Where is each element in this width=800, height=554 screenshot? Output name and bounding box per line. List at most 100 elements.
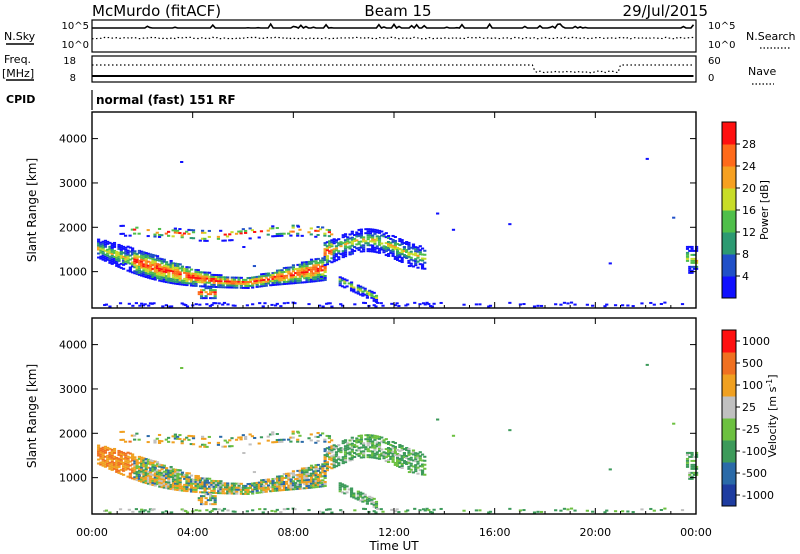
scatter-cell: [488, 510, 493, 513]
scatter-cell: [350, 444, 354, 447]
scatter-cell: [314, 470, 318, 473]
scatter-cell: [309, 472, 314, 475]
scatter-cell: [382, 247, 386, 250]
scatter-cell: [226, 490, 230, 493]
noise-frame: [91, 19, 697, 53]
scatter-cell: [307, 482, 311, 485]
scatter-cell: [201, 271, 205, 274]
scatter-cell: [307, 486, 311, 489]
scatter-cell: [103, 257, 108, 260]
scatter-cell: [257, 442, 261, 445]
scatter-cell: [327, 441, 332, 444]
scatter-cell: [409, 458, 413, 461]
scatter-cell: [158, 279, 162, 282]
scatter-cell: [359, 450, 363, 453]
scatter-cell: [214, 280, 219, 283]
scatter-cell: [692, 267, 696, 270]
scatter-cell: [364, 228, 368, 231]
scatter-cell: [366, 444, 370, 447]
scatter-cell: [314, 266, 318, 269]
scatter-cell: [346, 236, 350, 239]
scatter-cell: [349, 493, 354, 496]
scatter-cell: [271, 486, 275, 489]
scatter-cell: [167, 471, 171, 474]
scatter-cell: [287, 272, 291, 275]
scatter-cell: [142, 471, 146, 474]
scatter-cell: [418, 451, 422, 454]
scatter-cell: [337, 462, 341, 465]
scatter-cell: [208, 483, 212, 486]
scatter-cell: [182, 509, 186, 512]
scatter-cell: [160, 484, 164, 487]
scatter-cell: [338, 486, 342, 489]
scatter-cell: [364, 438, 368, 441]
scatter-cell: [144, 460, 148, 463]
scatter-cell: [398, 466, 402, 468]
scatter-cell: [212, 491, 216, 494]
scatter-cell: [143, 303, 147, 306]
scatter-cell: [359, 234, 363, 237]
scatter-cell: [142, 459, 146, 462]
scatter-cell: [210, 285, 214, 288]
scatter-cell: [185, 472, 189, 475]
scatter-cell: [187, 278, 191, 281]
scatter-cell: [345, 285, 349, 288]
scatter-cell: [680, 509, 685, 512]
scatter-cell: [339, 253, 343, 256]
scatter-cell: [396, 462, 400, 465]
scatter-cell: [150, 302, 154, 305]
scatter-cell: [398, 450, 402, 453]
freq-panel: Freq. [MHz] 18 8 60 0 Nave: [2, 53, 776, 85]
scatter-cell: [217, 484, 221, 487]
scatter-cell: [420, 259, 425, 262]
scatter-cell: [266, 233, 270, 236]
scatter-cell: [278, 487, 282, 490]
scatter-cell: [361, 492, 365, 495]
scatter-cell: [117, 257, 121, 260]
scatter-cell: [566, 508, 570, 511]
scatter-cell: [178, 473, 182, 476]
scatter-cell: [303, 281, 307, 284]
colorbar-cell: [722, 396, 736, 419]
scatter-cell: [349, 489, 354, 492]
scatter-cell: [101, 456, 105, 459]
scatter-cell: [149, 271, 153, 274]
scatter-cell: [119, 254, 123, 257]
scatter-cell: [192, 478, 196, 481]
scatter-cell: [255, 485, 259, 488]
scatter-cell: [380, 454, 384, 457]
scatter-cell: [337, 238, 341, 241]
scatter-cell: [153, 254, 157, 257]
scatter-cell: [228, 492, 232, 495]
scatter-cell: [157, 439, 162, 442]
scatter-cell: [117, 245, 121, 248]
scatter-cell: [153, 464, 157, 467]
scatter-cell: [191, 437, 196, 440]
scatter-cell: [97, 462, 101, 465]
scatter-cell: [106, 250, 110, 253]
scatter-cell: [210, 481, 214, 484]
scatter-cell: [418, 249, 422, 252]
scatter-cell: [361, 500, 365, 503]
scatter-cell: [332, 444, 336, 447]
scatter-cell: [690, 249, 694, 252]
scatter-cell: [350, 240, 354, 243]
scatter-cell: [180, 302, 184, 305]
scatter-cell: [303, 267, 307, 270]
scatter-cell: [137, 465, 142, 468]
scatter-cell: [275, 479, 280, 482]
scatter-cell: [203, 273, 207, 276]
scatter-cell: [164, 469, 169, 472]
scatter-cell: [423, 509, 427, 512]
scatter-cell: [255, 279, 259, 282]
scatter-cell: [133, 456, 137, 459]
scatter-cell: [325, 241, 329, 244]
scatter-cell: [171, 488, 175, 491]
scatter-cell: [135, 465, 139, 468]
scatter-cell: [185, 484, 189, 487]
scatter-cell: [126, 465, 130, 468]
scatter-cell: [692, 253, 696, 256]
scatter-cell: [257, 275, 262, 278]
scatter-cell: [187, 434, 191, 437]
scatter-cell: [187, 276, 191, 279]
